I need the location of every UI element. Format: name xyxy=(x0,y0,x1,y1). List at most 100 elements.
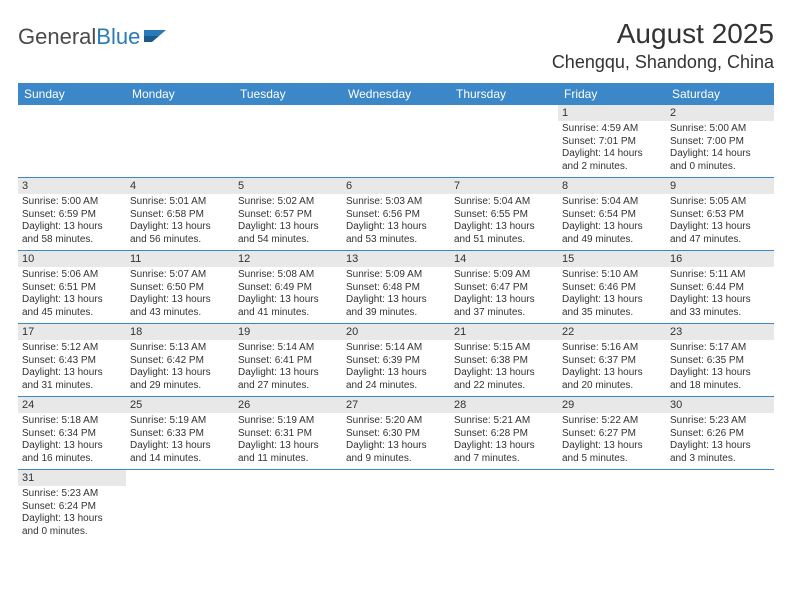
calendar-cell xyxy=(450,105,558,178)
day-line-sr: Sunrise: 5:16 AM xyxy=(562,342,662,355)
day-line-d1: Daylight: 13 hours xyxy=(346,367,446,380)
day-line-d2: and 39 minutes. xyxy=(346,307,446,320)
day-line-sr: Sunrise: 5:03 AM xyxy=(346,196,446,209)
day-line-sr: Sunrise: 5:13 AM xyxy=(130,342,230,355)
day-number: 16 xyxy=(666,251,774,267)
day-line-ss: Sunset: 6:33 PM xyxy=(130,428,230,441)
calendar-cell: 20Sunrise: 5:14 AMSunset: 6:39 PMDayligh… xyxy=(342,324,450,397)
day-line-d2: and 9 minutes. xyxy=(346,453,446,466)
calendar-cell: 8Sunrise: 5:04 AMSunset: 6:54 PMDaylight… xyxy=(558,178,666,251)
day-line-d1: Daylight: 13 hours xyxy=(130,294,230,307)
day-line-d1: Daylight: 13 hours xyxy=(22,221,122,234)
day-line-d1: Daylight: 13 hours xyxy=(454,367,554,380)
day-line-ss: Sunset: 6:44 PM xyxy=(670,282,770,295)
day-line-d2: and 24 minutes. xyxy=(346,380,446,393)
day-line-ss: Sunset: 6:46 PM xyxy=(562,282,662,295)
weekday-header: Friday xyxy=(558,83,666,105)
day-line-d1: Daylight: 13 hours xyxy=(454,221,554,234)
day-number: 6 xyxy=(342,178,450,194)
day-body: Sunrise: 5:00 AMSunset: 7:00 PMDaylight:… xyxy=(666,121,774,177)
day-line-d1: Daylight: 13 hours xyxy=(238,440,338,453)
day-body: Sunrise: 5:09 AMSunset: 6:48 PMDaylight:… xyxy=(342,267,450,323)
day-line-sr: Sunrise: 5:01 AM xyxy=(130,196,230,209)
calendar-cell: 23Sunrise: 5:17 AMSunset: 6:35 PMDayligh… xyxy=(666,324,774,397)
day-line-sr: Sunrise: 5:14 AM xyxy=(346,342,446,355)
day-line-d1: Daylight: 13 hours xyxy=(562,367,662,380)
day-body: Sunrise: 5:18 AMSunset: 6:34 PMDaylight:… xyxy=(18,413,126,469)
day-body: Sunrise: 5:13 AMSunset: 6:42 PMDaylight:… xyxy=(126,340,234,396)
day-line-sr: Sunrise: 5:12 AM xyxy=(22,342,122,355)
calendar-cell: 1Sunrise: 4:59 AMSunset: 7:01 PMDaylight… xyxy=(558,105,666,178)
day-line-ss: Sunset: 6:34 PM xyxy=(22,428,122,441)
day-number: 10 xyxy=(18,251,126,267)
month-title: August 2025 xyxy=(552,18,774,50)
calendar-cell: 7Sunrise: 5:04 AMSunset: 6:55 PMDaylight… xyxy=(450,178,558,251)
day-line-d1: Daylight: 13 hours xyxy=(130,221,230,234)
calendar-cell: 18Sunrise: 5:13 AMSunset: 6:42 PMDayligh… xyxy=(126,324,234,397)
calendar-cell xyxy=(234,470,342,543)
day-body: Sunrise: 5:16 AMSunset: 6:37 PMDaylight:… xyxy=(558,340,666,396)
day-body: Sunrise: 5:04 AMSunset: 6:54 PMDaylight:… xyxy=(558,194,666,250)
calendar-cell: 25Sunrise: 5:19 AMSunset: 6:33 PMDayligh… xyxy=(126,397,234,470)
day-line-sr: Sunrise: 5:06 AM xyxy=(22,269,122,282)
day-line-d1: Daylight: 14 hours xyxy=(670,148,770,161)
day-line-d2: and 31 minutes. xyxy=(22,380,122,393)
logo-text: GeneralBlue xyxy=(18,24,140,50)
day-line-d1: Daylight: 13 hours xyxy=(22,294,122,307)
day-line-d2: and 51 minutes. xyxy=(454,234,554,247)
day-line-d1: Daylight: 13 hours xyxy=(454,294,554,307)
day-number: 30 xyxy=(666,397,774,413)
day-line-ss: Sunset: 6:51 PM xyxy=(22,282,122,295)
day-line-sr: Sunrise: 5:23 AM xyxy=(22,488,122,501)
calendar-cell: 14Sunrise: 5:09 AMSunset: 6:47 PMDayligh… xyxy=(450,251,558,324)
day-line-ss: Sunset: 7:00 PM xyxy=(670,136,770,149)
weekday-header: Wednesday xyxy=(342,83,450,105)
day-line-d2: and 2 minutes. xyxy=(562,161,662,174)
calendar-cell: 22Sunrise: 5:16 AMSunset: 6:37 PMDayligh… xyxy=(558,324,666,397)
day-line-d1: Daylight: 13 hours xyxy=(346,221,446,234)
day-line-ss: Sunset: 6:56 PM xyxy=(346,209,446,222)
day-line-d1: Daylight: 13 hours xyxy=(130,440,230,453)
day-line-sr: Sunrise: 5:22 AM xyxy=(562,415,662,428)
flag-icon xyxy=(144,26,174,49)
day-line-sr: Sunrise: 5:23 AM xyxy=(670,415,770,428)
day-line-d1: Daylight: 13 hours xyxy=(454,440,554,453)
day-line-d1: Daylight: 13 hours xyxy=(346,440,446,453)
title-block: August 2025 Chengqu, Shandong, China xyxy=(552,18,774,73)
day-number: 21 xyxy=(450,324,558,340)
day-body: Sunrise: 5:04 AMSunset: 6:55 PMDaylight:… xyxy=(450,194,558,250)
day-line-ss: Sunset: 6:41 PM xyxy=(238,355,338,368)
day-line-d2: and 56 minutes. xyxy=(130,234,230,247)
day-line-d2: and 3 minutes. xyxy=(670,453,770,466)
day-body: Sunrise: 5:12 AMSunset: 6:43 PMDaylight:… xyxy=(18,340,126,396)
day-line-sr: Sunrise: 5:18 AM xyxy=(22,415,122,428)
day-line-d2: and 20 minutes. xyxy=(562,380,662,393)
calendar-cell: 6 Sunrise: 5:03 AMSunset: 6:56 PMDaylight… xyxy=(342,178,450,251)
day-line-ss: Sunset: 6:30 PM xyxy=(346,428,446,441)
day-body: Sunrise: 5:09 AMSunset: 6:47 PMDaylight:… xyxy=(450,267,558,323)
day-line-d1: Daylight: 13 hours xyxy=(562,440,662,453)
calendar-cell: 19Sunrise: 5:14 AMSunset: 6:41 PMDayligh… xyxy=(234,324,342,397)
day-line-ss: Sunset: 6:48 PM xyxy=(346,282,446,295)
day-line-d2: and 14 minutes. xyxy=(130,453,230,466)
day-line-sr: Sunrise: 5:09 AM xyxy=(454,269,554,282)
day-body: Sunrise: 5:08 AMSunset: 6:49 PMDaylight:… xyxy=(234,267,342,323)
day-line-d2: and 27 minutes. xyxy=(238,380,338,393)
day-number: 1 xyxy=(558,105,666,121)
day-line-sr: Sunrise: 5:15 AM xyxy=(454,342,554,355)
day-number: 13 xyxy=(342,251,450,267)
day-line-ss: Sunset: 6:24 PM xyxy=(22,501,122,514)
day-line-d2: and 49 minutes. xyxy=(562,234,662,247)
day-line-d2: and 0 minutes. xyxy=(670,161,770,174)
day-body: Sunrise: 5:14 AMSunset: 6:39 PMDaylight:… xyxy=(342,340,450,396)
calendar-cell xyxy=(234,105,342,178)
day-line-d2: and 53 minutes. xyxy=(346,234,446,247)
calendar-cell: 9Sunrise: 5:05 AMSunset: 6:53 PMDaylight… xyxy=(666,178,774,251)
day-body: Sunrise: 4:59 AMSunset: 7:01 PMDaylight:… xyxy=(558,121,666,177)
day-number: 9 xyxy=(666,178,774,194)
calendar-cell xyxy=(342,105,450,178)
day-line-sr: Sunrise: 5:11 AM xyxy=(670,269,770,282)
location: Chengqu, Shandong, China xyxy=(552,52,774,73)
calendar-cell: 13Sunrise: 5:09 AMSunset: 6:48 PMDayligh… xyxy=(342,251,450,324)
day-line-sr: Sunrise: 5:04 AM xyxy=(562,196,662,209)
